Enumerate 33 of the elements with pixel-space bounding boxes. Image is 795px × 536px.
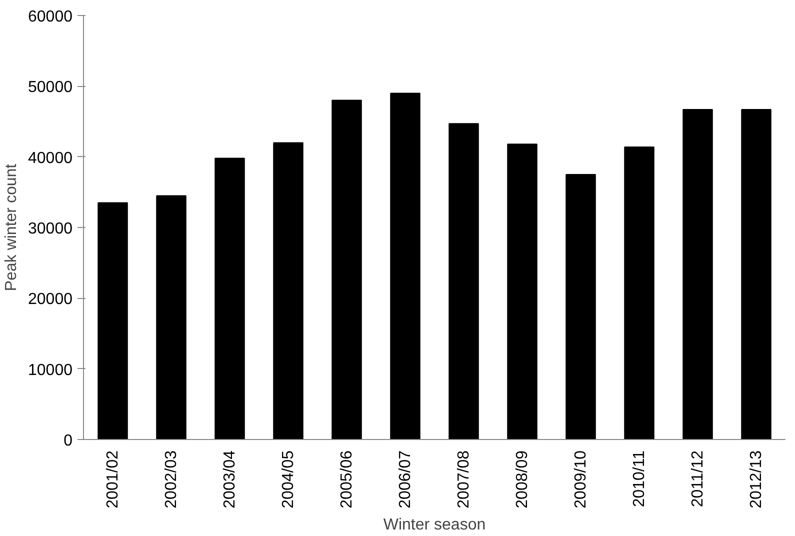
x-tick-label: 2005/06	[338, 450, 356, 508]
y-tick-label: 60000	[28, 8, 73, 26]
x-tick-label: 2006/07	[396, 450, 414, 508]
bar	[98, 202, 128, 440]
y-tick-label: 10000	[28, 362, 73, 379]
bar	[566, 174, 596, 440]
x-tick-label: 2008/09	[514, 450, 531, 508]
y-tick-label: 50000	[28, 79, 73, 96]
bar	[682, 108, 713, 440]
x-tick-label: 2003/04	[221, 450, 238, 508]
y-axis-title: Peak winter count	[3, 163, 20, 292]
y-tick-label: 20000	[28, 291, 73, 308]
x-axis-title: Winter season	[383, 516, 486, 534]
bar	[273, 142, 304, 440]
bar	[741, 108, 772, 440]
x-tick-label: 2007/08	[455, 450, 472, 508]
x-tick-label: 2002/03	[162, 450, 180, 508]
x-tick-label: 2004/05	[280, 450, 297, 508]
bar	[332, 100, 362, 440]
x-tick-label: 2009/10	[572, 450, 590, 508]
x-tick-label: 2001/02	[104, 450, 122, 508]
x-tick-label: 2011/12	[689, 450, 706, 508]
y-tick-label: 30000	[28, 220, 73, 238]
x-tick-label: 2012/13	[748, 450, 765, 508]
bar	[390, 92, 420, 440]
bar	[156, 195, 186, 440]
bar	[448, 123, 479, 440]
bar	[624, 146, 654, 440]
bar	[214, 158, 245, 440]
bar	[507, 144, 538, 440]
x-tick-label: 2010/11	[630, 450, 648, 508]
y-tick-label: 40000	[28, 150, 73, 167]
y-tick-label: 0	[64, 432, 73, 450]
